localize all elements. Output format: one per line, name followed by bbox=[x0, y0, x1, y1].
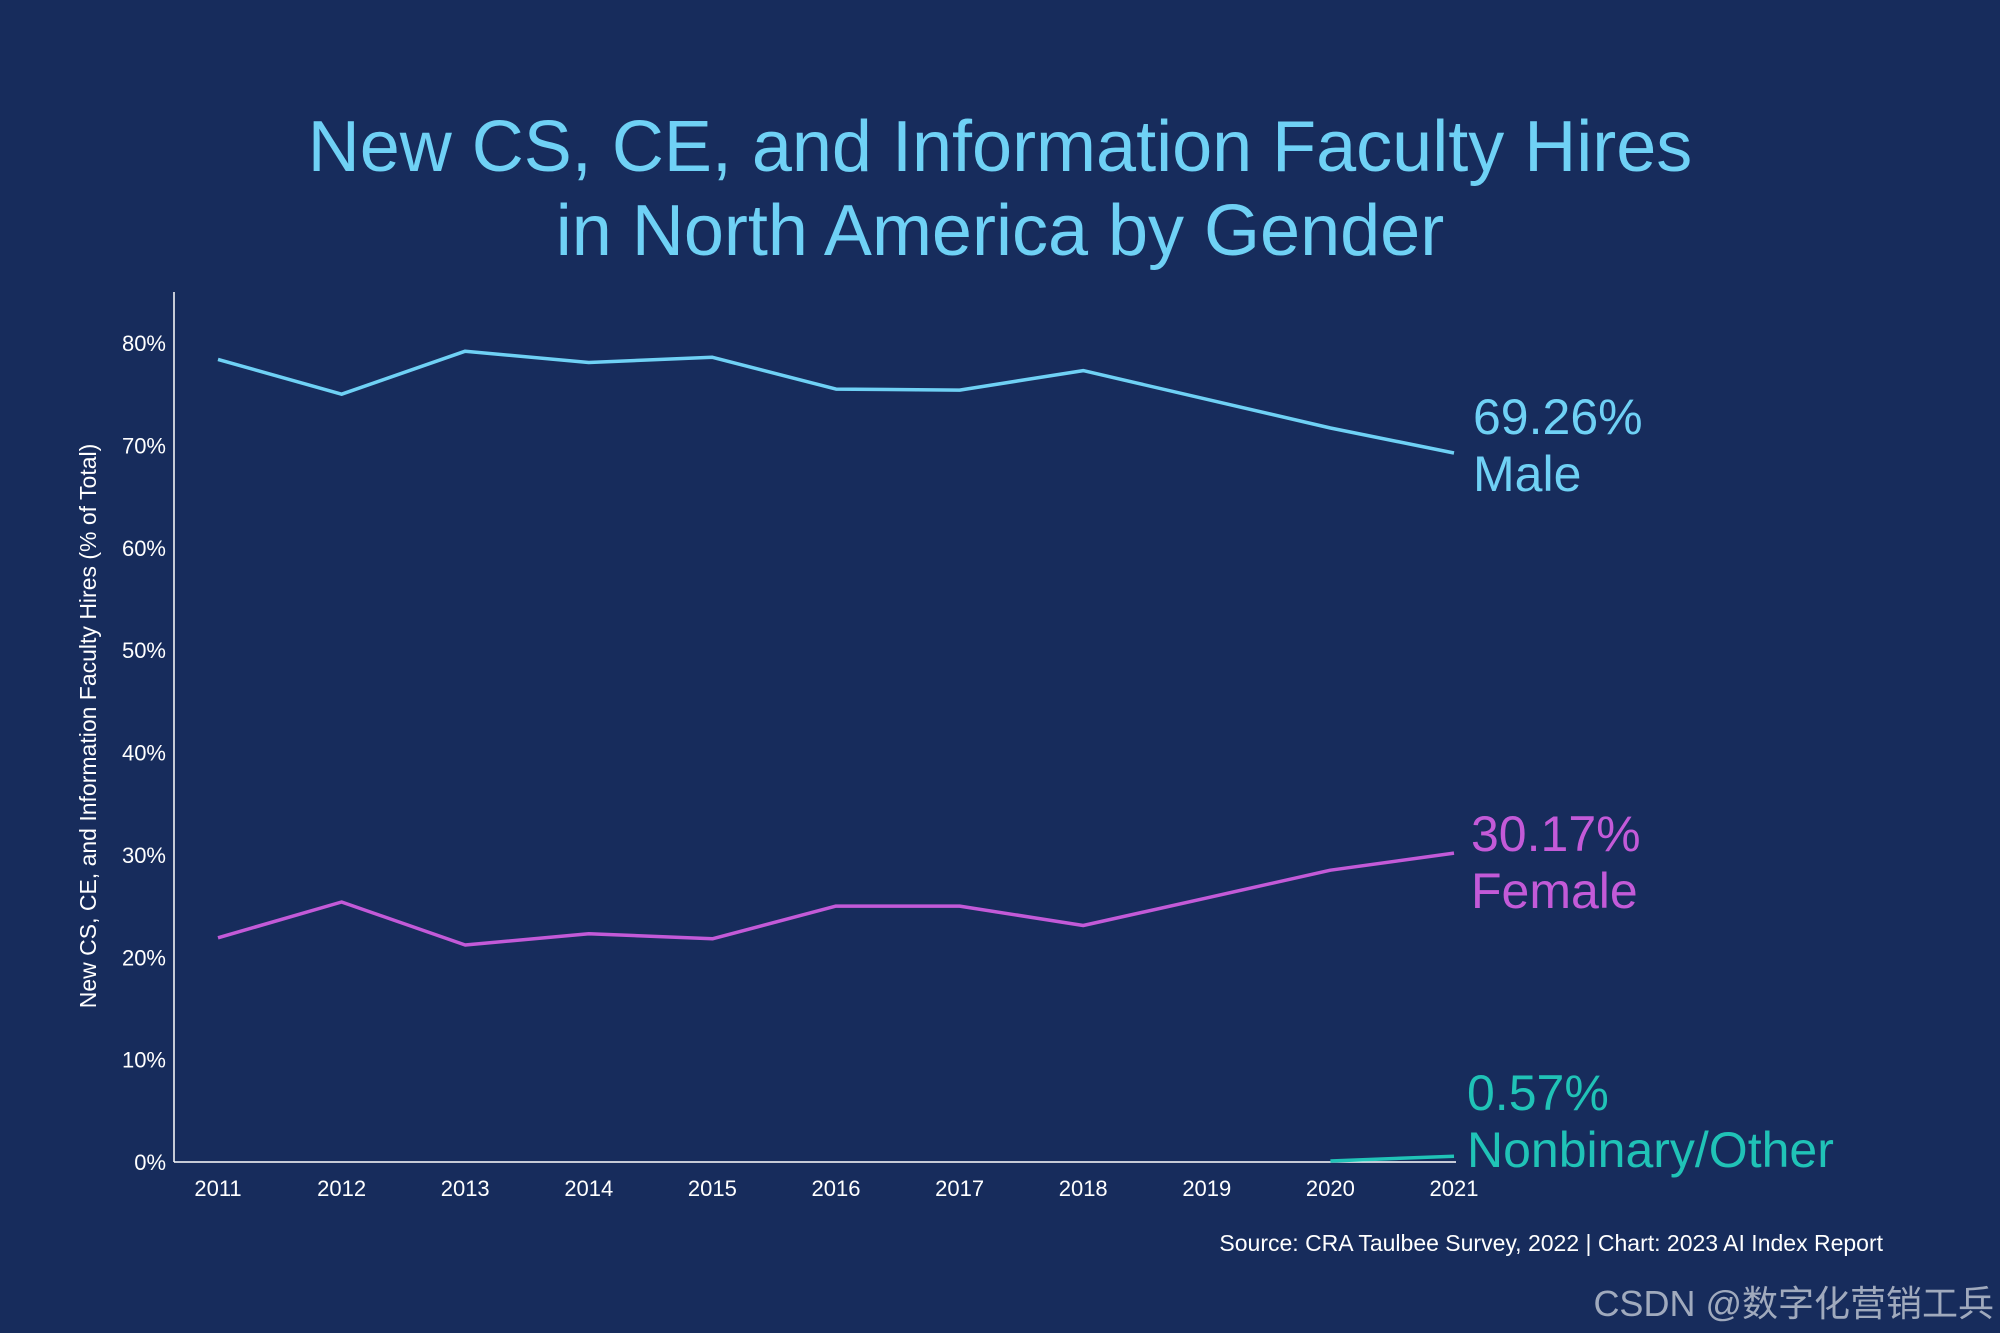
end-name-label-female: Female bbox=[1471, 863, 1638, 919]
end-name-label-male: Male bbox=[1473, 446, 1581, 502]
watermark: CSDN @数字化营销工兵 bbox=[1593, 1283, 1994, 1324]
y-tick-label: 70% bbox=[122, 433, 166, 458]
x-tick-label: 2017 bbox=[935, 1176, 984, 1201]
y-tick-label: 40% bbox=[122, 741, 166, 766]
y-tick-label: 50% bbox=[122, 638, 166, 663]
chart-title-line-1: New CS, CE, and Information Faculty Hire… bbox=[307, 107, 1693, 187]
chart-source: Source: CRA Taulbee Survey, 2022 | Chart… bbox=[1219, 1230, 1883, 1256]
end-name-label-nonbinary-other: Nonbinary/Other bbox=[1467, 1122, 1834, 1178]
y-tick-label: 20% bbox=[122, 945, 166, 970]
y-tick-label: 0% bbox=[134, 1150, 166, 1175]
x-tick-label: 2011 bbox=[194, 1176, 241, 1201]
x-tick-label: 2019 bbox=[1182, 1176, 1231, 1201]
end-value-label-female: 30.17% bbox=[1471, 806, 1641, 862]
x-tick-label: 2014 bbox=[564, 1176, 613, 1201]
x-tick-label: 2015 bbox=[688, 1176, 737, 1201]
series-line-female bbox=[217, 851, 1455, 947]
end-value-label-male: 69.26% bbox=[1473, 389, 1643, 445]
y-tick-label: 60% bbox=[122, 536, 166, 561]
chart-series bbox=[217, 349, 1455, 1163]
y-tick-label: 80% bbox=[122, 331, 166, 356]
y-axis-title: New CS, CE, and Information Faculty Hire… bbox=[75, 444, 101, 1009]
x-tick-label: 2021 bbox=[1430, 1176, 1479, 1201]
chart-title-line-2: in North America by Gender bbox=[555, 191, 1445, 271]
x-tick-label: 2013 bbox=[441, 1176, 490, 1201]
x-tick-label: 2016 bbox=[812, 1176, 861, 1201]
series-line-male bbox=[217, 349, 1455, 455]
x-tick-label: 2012 bbox=[317, 1176, 366, 1201]
series-end-labels: 69.26%Male 30.17%Female 0.57%Nonbinary/Oth… bbox=[1467, 389, 1834, 1178]
chart-axes: 0% 10% 20% 30% 40% 50% 60% 70% 80% 2011 2012 2013 20… bbox=[75, 292, 1478, 1201]
chart-title: New CS, CE, and Information Faculty Hire… bbox=[0, 105, 2000, 273]
y-tick-label: 30% bbox=[122, 843, 166, 868]
series-line-nonbinary-other bbox=[1330, 1154, 1455, 1163]
end-value-label-nonbinary-other: 0.57% bbox=[1467, 1065, 1609, 1121]
x-tick-label: 2018 bbox=[1059, 1176, 1108, 1201]
y-tick-label: 10% bbox=[122, 1048, 166, 1073]
x-tick-label: 2020 bbox=[1306, 1176, 1355, 1201]
